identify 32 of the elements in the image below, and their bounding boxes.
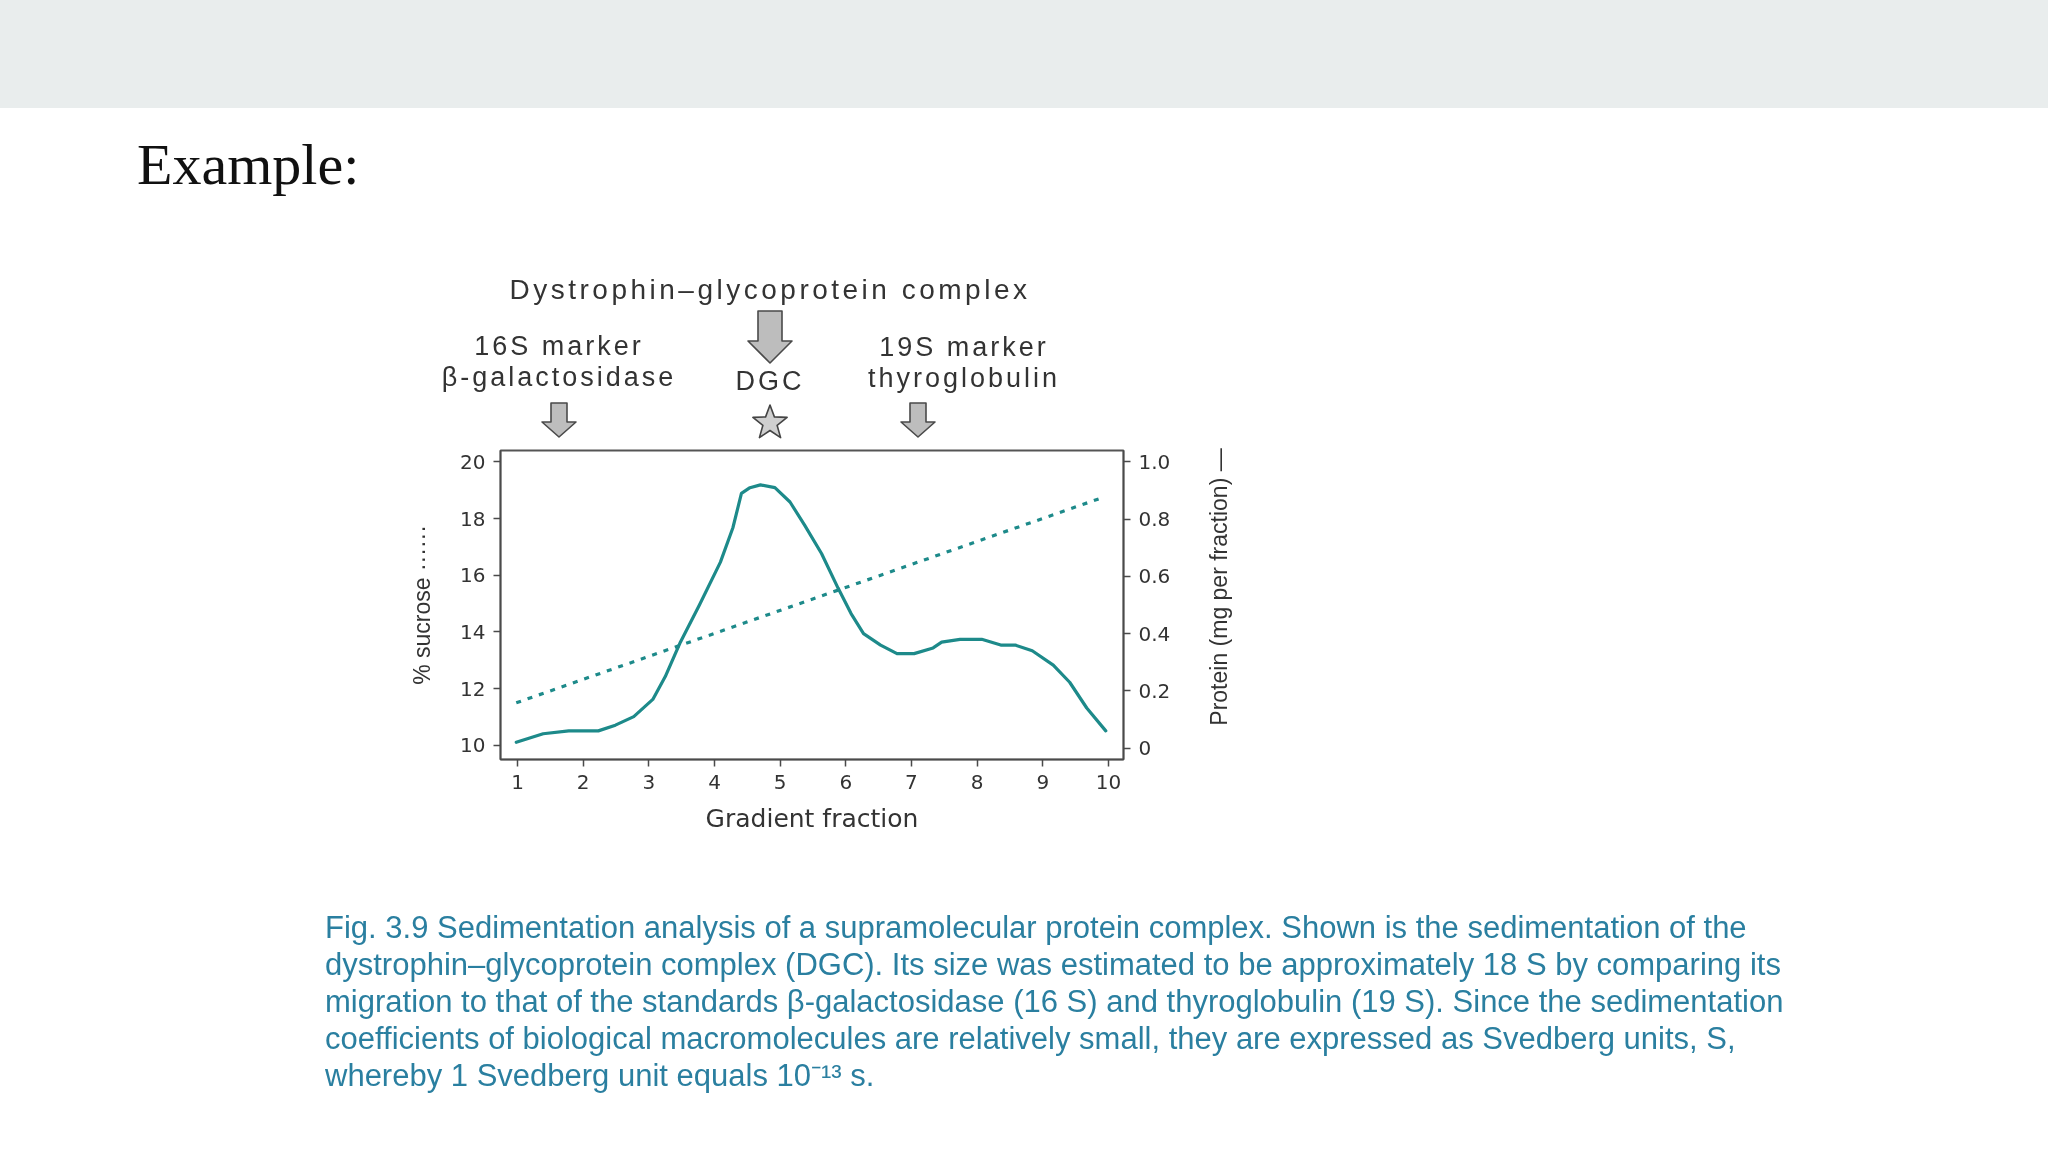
x-tick-label: 4 xyxy=(708,769,721,794)
x-tick-label: 10 xyxy=(1095,769,1122,794)
y2-tick-label: 0 xyxy=(1138,736,1152,761)
y-tick-label: 16 xyxy=(460,563,486,588)
text: DGC xyxy=(735,366,805,396)
y-tick-label: 12 xyxy=(460,676,486,701)
caption: Fig. 3.9 Sedimentation analysis of a supramolecular protein complex. Shown is the sedimentation of the dystrophin–glycoprotein complex (DGC). Its size was estimated to be approximately 18 S by comparing its migration to that of the standards β-galactosidase (16 S) and thyroglobulin (19 S). Since the sedimentation coefficients of biological macromolecules are relatively small, they are expressed as Svedberg units, S, whereby 1 Svedberg unit equals 10⁻¹³ s. xyxy=(325,909,1785,1094)
y2-tick-label: 0.2 xyxy=(1138,678,1171,703)
x-tick-label: 1 xyxy=(511,769,524,794)
text: Dystrophin–glycoprotein complex xyxy=(509,273,1031,305)
x-axis-title: Gradient fraction xyxy=(705,803,919,833)
y2-tick-label: 1.0 xyxy=(1138,449,1171,474)
x-tick-label: 9 xyxy=(1036,769,1050,794)
line-series xyxy=(514,483,1108,744)
x-tick-label: 2 xyxy=(576,769,590,794)
x-tick-label: 6 xyxy=(839,769,853,794)
y-tick-label: 14 xyxy=(460,619,486,644)
y-axis-title: % sucrose ······ xyxy=(409,525,436,685)
y2-tick-label: 0.4 xyxy=(1138,621,1171,646)
x-tick-label: 5 xyxy=(773,769,787,794)
chart-title: Example: xyxy=(137,131,360,197)
x-tick-label: 3 xyxy=(642,769,656,794)
y2-axis-title: Protein (mg per fraction) — xyxy=(1206,448,1232,726)
y-tick-label: 20 xyxy=(460,449,486,474)
y2-tick-label: 0.6 xyxy=(1138,564,1171,589)
y-tick-label: 18 xyxy=(460,506,486,531)
y-tick-label: 10 xyxy=(460,733,486,758)
x-tick-label: 7 xyxy=(905,769,918,794)
text: 16S marker β-galactosidase xyxy=(441,330,677,392)
x-tick-label: 8 xyxy=(970,769,984,794)
text: 19S marker thyroglobulin xyxy=(867,331,1061,393)
y2-tick-label: 0.8 xyxy=(1138,507,1171,532)
